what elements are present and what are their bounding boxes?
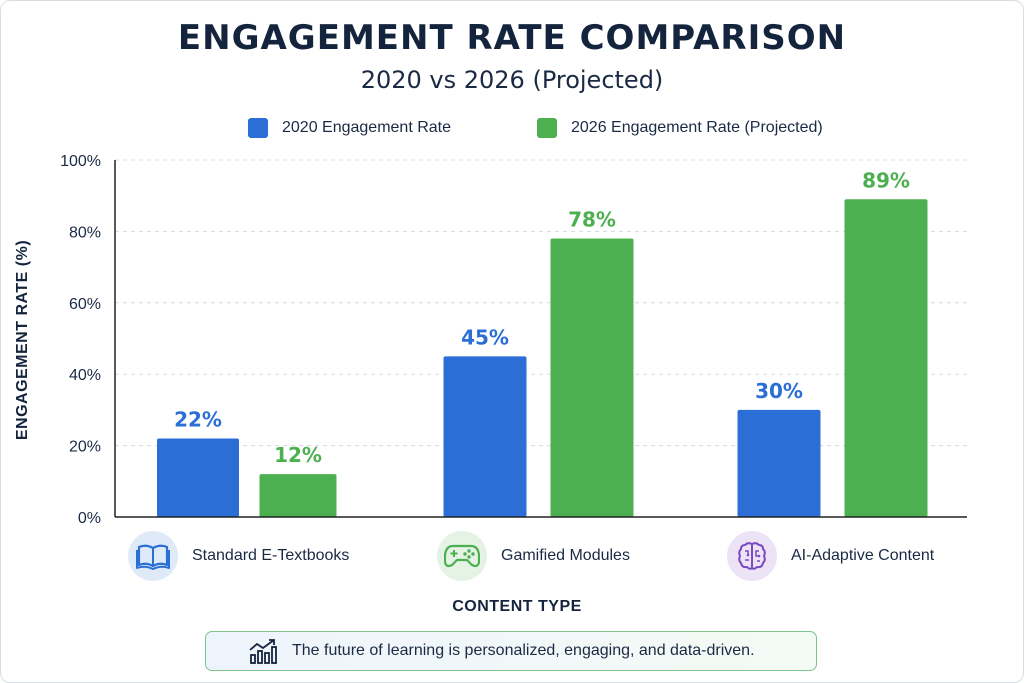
y-tick-label: 0% (78, 510, 101, 527)
bar-2020-0 (157, 438, 239, 517)
x-axis-label: CONTENT TYPE (452, 598, 582, 615)
footer-banner: The future of learning is personalized, … (205, 631, 817, 671)
data-label: 22% (174, 407, 222, 431)
bar-2020-1 (443, 356, 527, 517)
category-text: Standard E-Textbooks (192, 547, 350, 564)
y-tick-label: 100% (60, 153, 101, 170)
category-label-standard-e-textbooks: Standard E-Textbooks (128, 531, 349, 581)
category-label-ai-adaptive-content: AI-Adaptive Content (727, 531, 934, 581)
legend-item-2026[interactable]: 2026 Engagement Rate (Projected) (537, 118, 823, 138)
y-tick-label: 40% (69, 367, 101, 384)
data-label: 78% (568, 208, 616, 232)
brain-icon (727, 531, 777, 581)
legend-label-2026: 2026 Engagement Rate (Projected) (571, 119, 823, 136)
data-label: 89% (862, 168, 910, 192)
growth-chart-icon (248, 638, 278, 664)
legend-label-2020: 2020 Engagement Rate (282, 119, 452, 136)
legend-item-2020[interactable]: 2020 Engagement Rate (248, 118, 451, 138)
footer-text: The future of learning is personalized, … (292, 642, 755, 659)
y-tick-label: 80% (69, 224, 101, 241)
y-tick-labels: 0% 20% 40% 60% 80% 100% (60, 153, 101, 527)
category-label-gamified-modules: Gamified Modules (437, 531, 630, 581)
bar-2026-2 (844, 199, 928, 517)
axes (114, 160, 967, 518)
bar-2026-1 (550, 238, 634, 518)
bar-2020-2 (737, 409, 821, 517)
legend-swatch-2020 (248, 118, 268, 138)
legend-swatch-2026 (537, 118, 557, 138)
gamepad-icon (437, 531, 487, 581)
bars: 22% 12% 45% 78% 30% 89% (157, 168, 928, 518)
data-label: 30% (755, 379, 803, 403)
category-text: Gamified Modules (501, 547, 630, 564)
data-label: 45% (461, 325, 509, 349)
data-label: 12% (274, 443, 322, 467)
bar-2026-0 (259, 474, 337, 517)
chart-title: ENGAGEMENT RATE COMPARISON (177, 18, 847, 58)
book-icon (128, 531, 178, 581)
category-text: AI-Adaptive Content (791, 547, 935, 564)
chart-subtitle: 2020 vs 2026 (Projected) (360, 66, 664, 94)
y-tick-label: 20% (69, 439, 101, 456)
grid-lines (115, 159, 967, 447)
legend: 2020 Engagement Rate 2026 Engagement Rat… (0, 118, 1024, 142)
y-tick-label: 60% (69, 296, 101, 313)
